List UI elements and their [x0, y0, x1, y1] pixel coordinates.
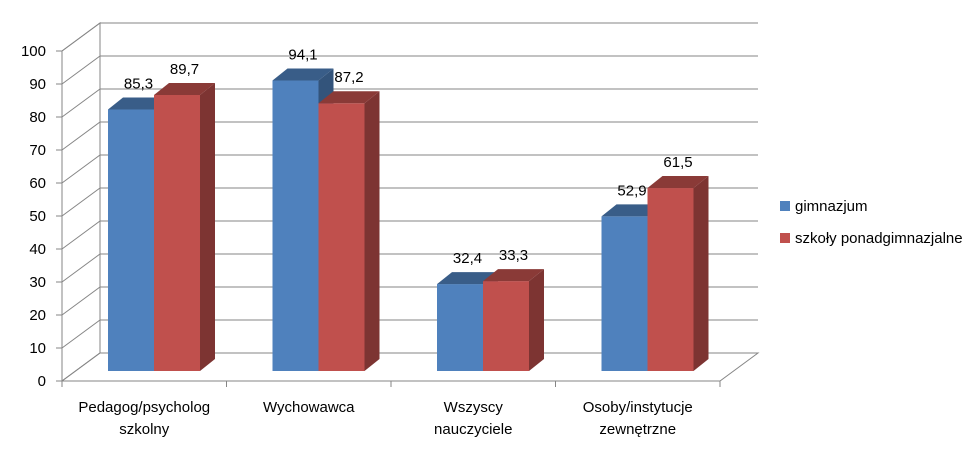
category-label: Wychowawca	[263, 399, 355, 416]
legend: gimnazjum szkoły ponadgimnazjalne	[780, 198, 963, 247]
bar-top	[437, 272, 498, 285]
data-label: 61,5	[663, 154, 692, 171]
gridline	[61, 253, 758, 283]
y-tick-label: 100	[21, 43, 46, 60]
gridline	[61, 121, 758, 151]
legend-label: gimnazjum	[795, 198, 868, 215]
bar-top	[272, 68, 334, 81]
bar-szkoły-ponadgimnazjalne	[318, 91, 380, 372]
y-tick-label: 70	[29, 142, 46, 159]
bar-front	[272, 80, 319, 371]
bar-top	[483, 269, 544, 282]
gridline	[61, 154, 758, 184]
y-tick-label: 60	[29, 175, 46, 192]
y-tick-label: 20	[29, 307, 46, 324]
bar-szkoły-ponadgimnazjalne	[154, 82, 215, 372]
gridline	[61, 187, 758, 217]
bars	[108, 68, 709, 372]
bar-top	[318, 91, 380, 104]
bar-front	[437, 284, 483, 371]
data-label: 32,4	[453, 250, 482, 267]
bar-front	[601, 216, 648, 371]
bar-top	[601, 204, 663, 217]
legend-label: szkoły ponadgimnazjalne	[795, 230, 963, 247]
y-tick-label: 10	[29, 340, 46, 357]
bar-front	[318, 103, 365, 372]
y-tick-label: 90	[29, 76, 46, 93]
y-tick-label: 40	[29, 241, 46, 258]
category-label: Pedagog/psycholog szkolny	[78, 399, 210, 438]
y-tick-label: 50	[29, 208, 46, 225]
gridline	[61, 22, 758, 52]
gridline	[61, 55, 758, 85]
bar-front	[108, 109, 154, 371]
y-tick-label: 30	[29, 274, 46, 291]
bar-front	[647, 188, 694, 371]
bar-side	[693, 176, 709, 371]
data-label: 94,1	[288, 46, 317, 63]
bar-front	[483, 281, 529, 371]
legend-swatch	[780, 201, 790, 211]
gridline	[61, 220, 758, 250]
bar-szkoły-ponadgimnazjalne	[483, 269, 544, 371]
legend-swatch	[780, 233, 790, 243]
bar-side	[529, 269, 544, 371]
bar-top	[154, 82, 215, 95]
y-tick-label: 80	[29, 109, 46, 126]
bar-side	[364, 91, 380, 372]
axes: 0 10 20 30 40 50 60 70 80 90 100 Pedagog/psycholog s…	[21, 43, 721, 438]
category-label: Wszyscy nauczyciele	[434, 399, 512, 438]
bar-szkoły-ponadgimnazjalne	[647, 176, 709, 371]
bar-top	[647, 176, 709, 189]
gridline	[61, 88, 758, 118]
data-label: 85,3	[124, 76, 153, 93]
category-label: Osoby/instytucje zewnętrzne	[583, 399, 693, 438]
data-label: 87,2	[334, 69, 363, 86]
data-label: 33,3	[499, 247, 528, 264]
data-label: 52,9	[617, 182, 646, 199]
bar-front	[154, 94, 200, 372]
data-label: 89,7	[170, 61, 199, 78]
data-labels: 85,3 89,7 94,1 87,2 32,4 33,3 52,9 61,5	[124, 46, 693, 267]
bar-top	[108, 97, 169, 110]
bar-side	[200, 82, 215, 372]
y-tick-label: 0	[38, 373, 46, 390]
